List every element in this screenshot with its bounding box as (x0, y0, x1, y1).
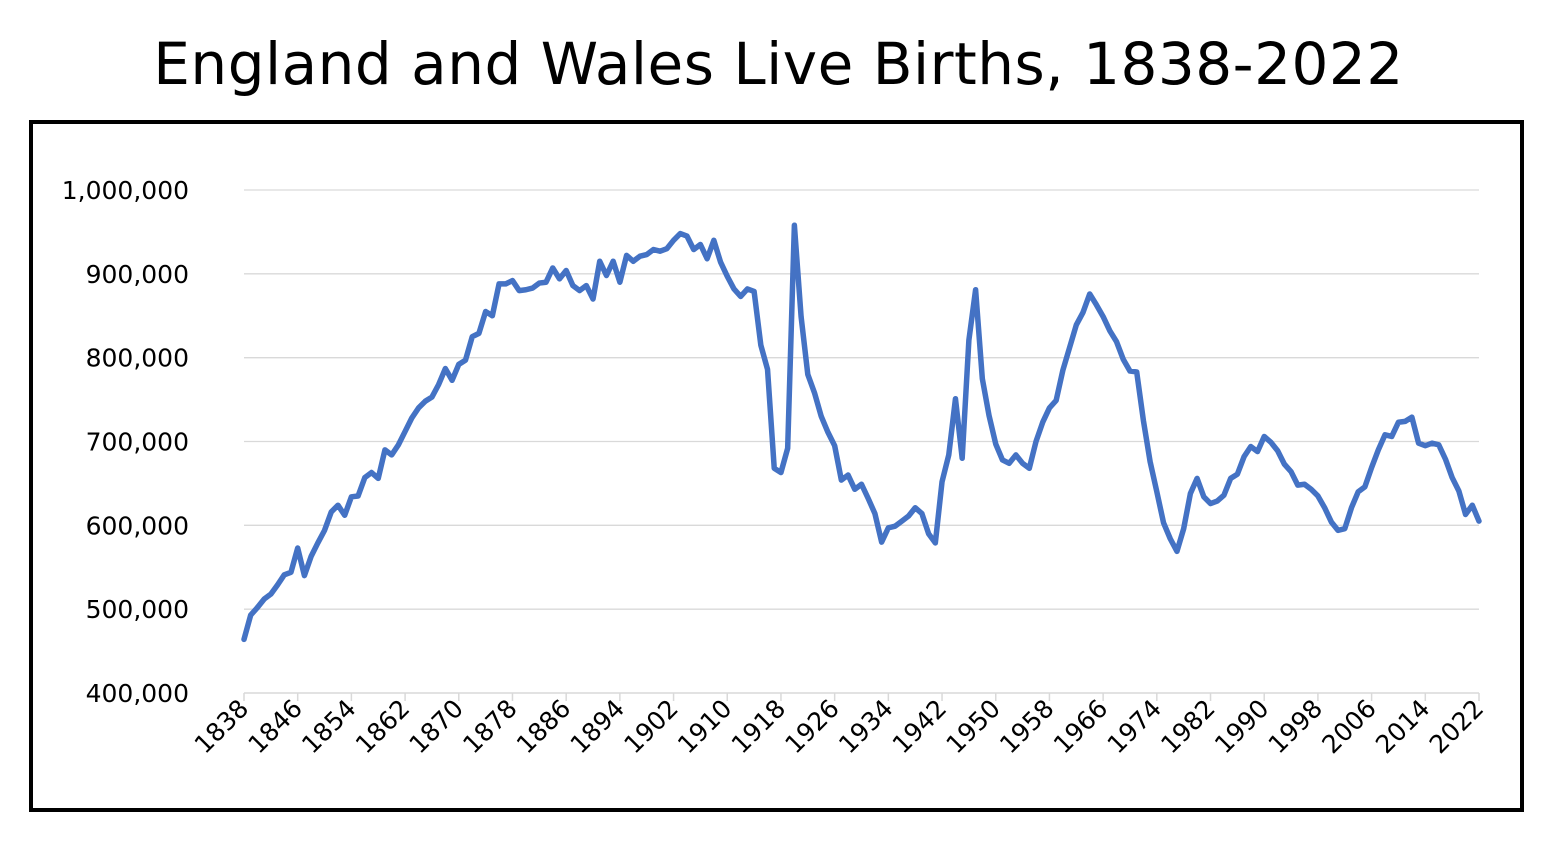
x-tick-label: 1982 (1155, 694, 1220, 759)
y-tick-label: 700,000 (86, 428, 189, 457)
x-tick-label: 1838 (189, 694, 254, 759)
y-tick-label: 900,000 (86, 260, 189, 289)
x-tick-label: 1966 (1048, 694, 1113, 759)
y-tick-label: 1,000,000 (62, 176, 189, 205)
x-axis-ticks: 1838184618541862187018781886189419021910… (189, 694, 1489, 759)
y-axis-ticks: 400,000 500,000 600,000 700,000 800,000 900,0… (62, 176, 189, 708)
x-tick-label: 1934 (833, 694, 898, 759)
y-tick-label: 600,000 (86, 511, 189, 540)
x-tick-label: 1870 (404, 694, 469, 759)
x-tick-label: 2022 (1424, 694, 1489, 759)
x-tick-label: 1974 (1102, 694, 1167, 759)
y-tick-label: 500,000 (86, 595, 189, 624)
x-tick-label: 1846 (242, 694, 307, 759)
x-tick-label: 1886 (511, 694, 576, 759)
y-tick-label: 800,000 (86, 344, 189, 373)
y-tick-label: 400,000 (86, 679, 189, 708)
x-tick-label: 1998 (1263, 694, 1328, 759)
chart-frame: 400,000 500,000 600,000 700,000 800,000 900,0… (29, 120, 1524, 812)
x-tick-label: 1878 (457, 694, 522, 759)
x-tick-label: 1942 (887, 694, 952, 759)
x-tick-label: 1862 (350, 694, 415, 759)
chart-title: England and Wales Live Births, 1838-2022 (153, 30, 1404, 98)
x-tick-label: 1990 (1209, 694, 1274, 759)
x-tick-label: 2006 (1316, 694, 1381, 759)
x-tick-label: 1894 (565, 694, 630, 759)
gridlines (244, 189, 1479, 610)
x-tick-label: 1902 (618, 694, 683, 759)
x-tick-label: 1958 (994, 694, 1059, 759)
x-axis (243, 692, 1480, 701)
x-tick-label: 2014 (1370, 694, 1435, 759)
series-layer (241, 222, 1482, 643)
x-tick-label: 1950 (940, 694, 1005, 759)
x-tick-label: 1926 (779, 694, 844, 759)
line-chart: 400,000 500,000 600,000 700,000 800,000 900,0… (62, 176, 1489, 759)
series-line (241, 222, 1482, 643)
x-tick-label: 1918 (726, 694, 791, 759)
x-tick-label: 1910 (672, 694, 737, 759)
x-tick-label: 1854 (296, 694, 361, 759)
